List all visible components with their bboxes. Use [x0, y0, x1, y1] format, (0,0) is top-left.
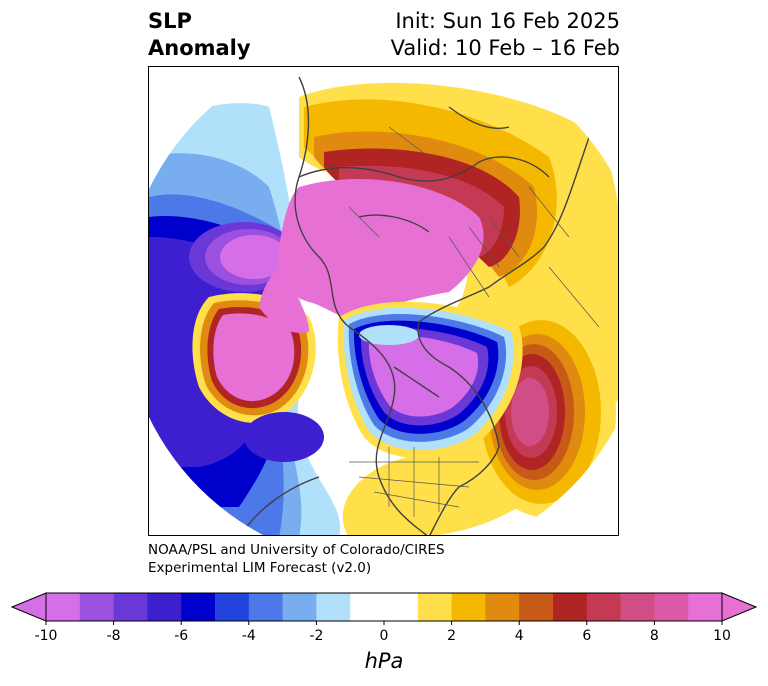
colorbar [0, 588, 768, 628]
colorbar-unit: hPa [364, 649, 404, 673]
title-line-2: Anomaly [148, 36, 251, 60]
colorbar-tick-label: -8 [106, 628, 121, 644]
colorbar-swatch [215, 593, 250, 621]
colorbar-swatch [417, 593, 453, 621]
colorbar-extend-max [721, 592, 758, 622]
colorbar-tick-label: 2 [447, 628, 457, 644]
colorbar-tick-label: 6 [582, 628, 592, 644]
colorbar-swatch [248, 593, 284, 621]
colorbar-extend-min [10, 592, 47, 622]
credit-line-2: Experimental LIM Forecast (v2.0) [148, 560, 372, 576]
colorbar-swatch [654, 593, 689, 621]
colorbar-swatch [586, 593, 622, 621]
colorbar-svg [10, 592, 758, 625]
political-borders [348, 126, 600, 517]
colorbar-tick-label: 8 [649, 628, 659, 644]
colorbar-tick-label: 4 [514, 628, 524, 644]
colorbar-swatch [384, 593, 419, 621]
colorbar-tick-label: 0 [379, 628, 389, 644]
credit-line-1: NOAA/PSL and University of Colorado/CIRE… [148, 542, 445, 558]
colorbar-swatch [181, 593, 216, 621]
colorbar-swatch [451, 593, 486, 621]
forecast-dates: Init: Sun 16 Feb 2025 Valid: 10 Feb – 16… [391, 8, 620, 62]
colorbar-swatch [519, 593, 554, 621]
colorbar-tick-label: 10 [713, 628, 731, 644]
colorbar-swatch [282, 593, 317, 621]
plot-title: SLP Anomaly [148, 8, 251, 62]
colorbar-swatch [620, 593, 655, 621]
colorbar-swatch [113, 593, 148, 621]
colorbar-swatch [688, 593, 723, 621]
colorbar-tick-label: -4 [241, 628, 256, 644]
data-credit: NOAA/PSL and University of Colorado/CIRE… [148, 541, 445, 577]
colorbar-swatch [485, 593, 520, 621]
colorbar-swatch [79, 593, 115, 621]
colorbar-tick-label: -6 [174, 628, 189, 644]
anomaly-field [149, 67, 618, 535]
colorbar-tick-label: -10 [34, 628, 58, 644]
title-line-1: SLP [148, 9, 192, 33]
colorbar-swatch [147, 593, 182, 621]
colorbar-tick-label: -2 [309, 628, 324, 644]
map-canvas [149, 67, 618, 535]
colorbar-swatch [46, 593, 81, 621]
colorbar-swatch [553, 593, 588, 621]
valid-range: Valid: 10 Feb – 16 Feb [390, 36, 620, 60]
colorbar-swatch [316, 593, 351, 621]
colorbar-swatch [350, 593, 385, 621]
anomaly-map [148, 66, 619, 536]
init-date: Init: Sun 16 Feb 2025 [395, 9, 620, 33]
